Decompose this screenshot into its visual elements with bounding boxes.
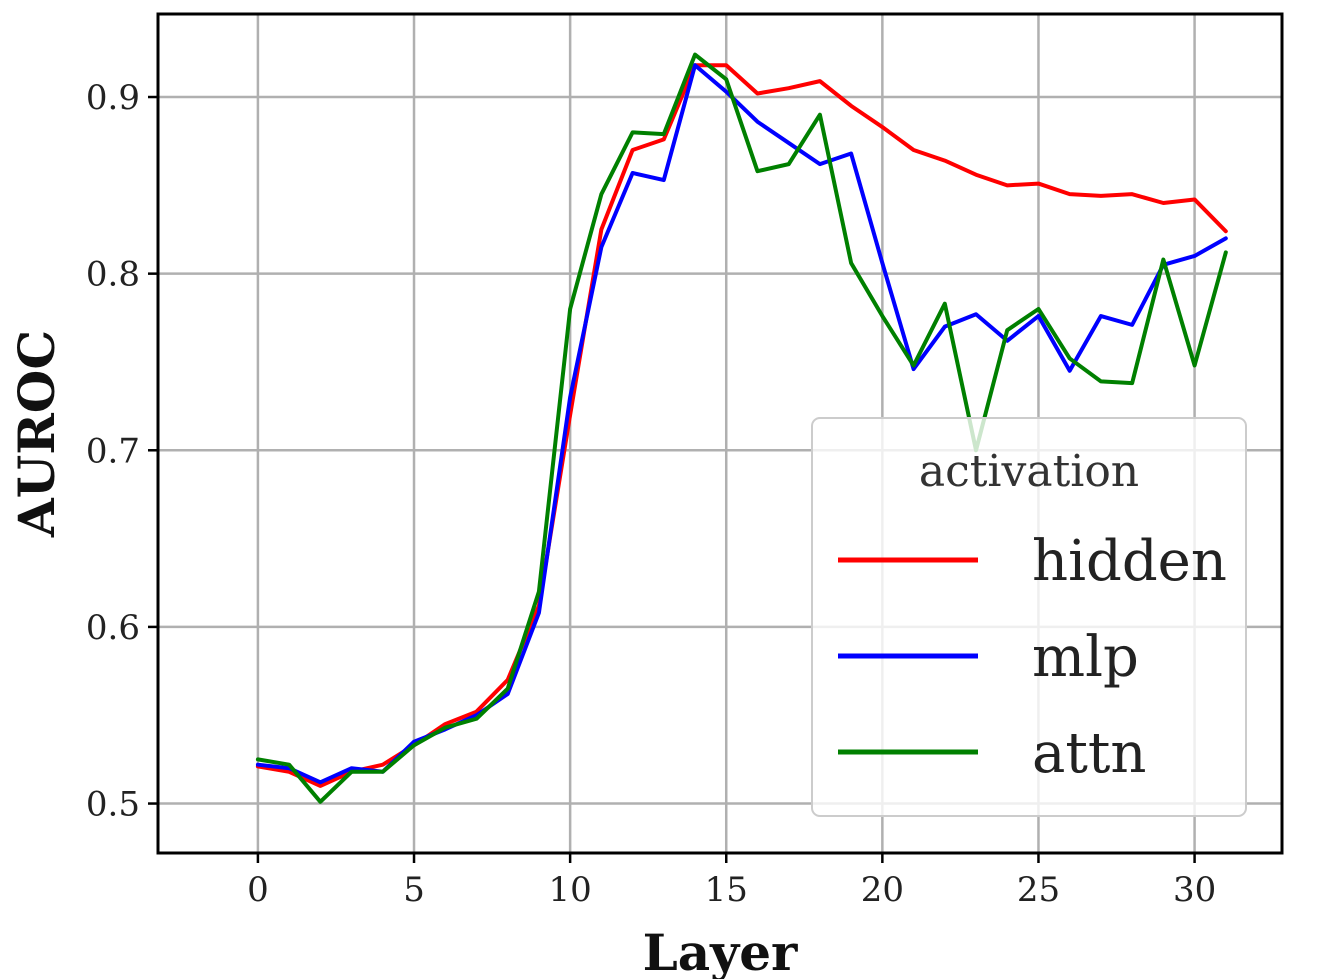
- x-tick-label: 5: [403, 870, 425, 910]
- x-axis-ticks: 0 5 10 15 20 25 30: [247, 853, 1216, 910]
- y-tick-label: 0.6: [86, 608, 140, 648]
- x-axis-label: Layer: [643, 923, 798, 979]
- y-tick-label: 0.5: [86, 785, 140, 825]
- legend-box: [811, 417, 1247, 817]
- y-tick-label: 0.7: [86, 431, 140, 471]
- series-line-attn: [255, 52, 1228, 804]
- legend-label-mlp: mlp: [1032, 625, 1139, 690]
- y-axis-label: AUROC: [7, 330, 66, 538]
- legend-items: hidden mlp attn: [838, 529, 1227, 786]
- x-tick-label: 30: [1173, 870, 1216, 910]
- y-tick-label: 0.9: [86, 78, 140, 118]
- legend-label-hidden: hidden: [1032, 529, 1227, 594]
- legend: activation hidden mlp attn: [811, 417, 1247, 817]
- plot-frame: [156, 12, 1284, 855]
- x-tick-label: 10: [549, 870, 592, 910]
- legend-title: activation: [919, 446, 1139, 497]
- y-tick-label: 0.8: [86, 255, 140, 295]
- series-lines: [255, 52, 1228, 804]
- x-tick-label: 25: [1017, 870, 1060, 910]
- legend-label-attn: attn: [1032, 721, 1146, 786]
- series-line-mlp: [255, 63, 1228, 785]
- y-axis-ticks: 0.5 0.6 0.7 0.8 0.9: [86, 78, 158, 825]
- x-tick-label: 20: [861, 870, 904, 910]
- x-tick-label: 0: [247, 870, 269, 910]
- x-tick-label: 15: [705, 870, 748, 910]
